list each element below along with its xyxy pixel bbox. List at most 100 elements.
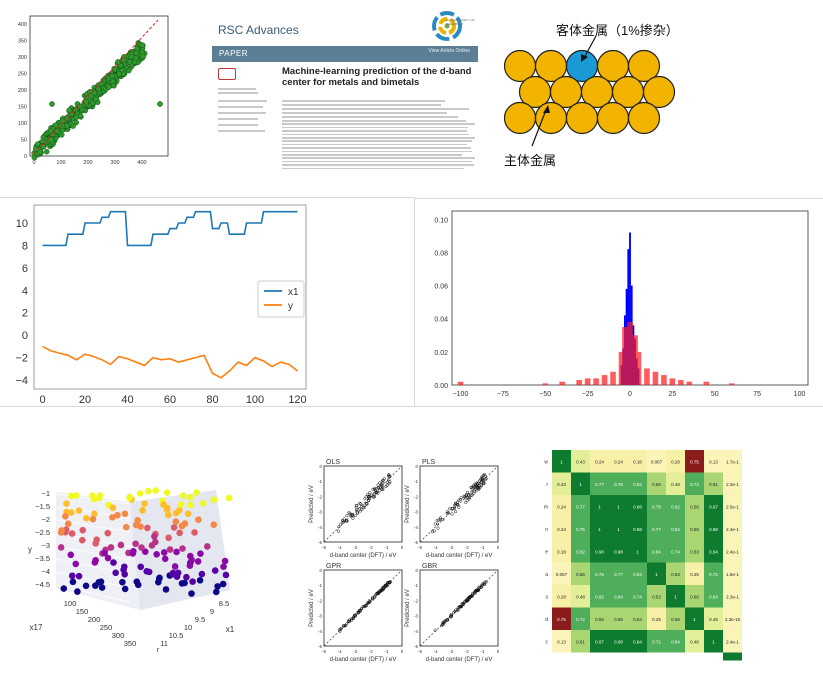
- scatter3d-point: [163, 489, 171, 496]
- heatmap-cell: [704, 450, 723, 473]
- heatmap-value: 0.25: [652, 617, 661, 622]
- hist-bar: [629, 232, 631, 385]
- scatter3d-point: [62, 512, 69, 520]
- y-tick-label: −2: [15, 353, 28, 365]
- scatter3d-point: [186, 562, 194, 569]
- host-arrowhead: [543, 105, 550, 113]
- correlation-heatmap: w 1 0.43 0.24 0.24 0.18 0.067 0.28 0.75 0.13 1.7e-…: [544, 450, 742, 661]
- scatter3d-point: [189, 578, 196, 585]
- heatmap-value: 1: [560, 459, 563, 464]
- hist-bar: [728, 383, 735, 385]
- scatter3d-point: [120, 566, 127, 574]
- heatmap-value: 0.72: [576, 617, 585, 622]
- heatmap-value: 0.75: [690, 459, 699, 464]
- heatmap-value: 0.82: [595, 594, 604, 599]
- hist-bar: [618, 351, 625, 385]
- heatmap-value: 1: [579, 482, 582, 487]
- heatmap-cell: [590, 607, 609, 630]
- view-online-link[interactable]: View Article Online: [428, 48, 470, 54]
- heatmap-value: 2.4e-1: [726, 639, 739, 644]
- scatter-point: [157, 101, 163, 107]
- heatmap-cell: [590, 630, 609, 653]
- y-tick-label: −2: [41, 515, 50, 524]
- heatmap-value: 0.067: [651, 459, 663, 464]
- heatmap-cell: [704, 472, 723, 495]
- row-label: s: [546, 594, 549, 600]
- divider: [414, 198, 415, 406]
- scatter-point: [121, 57, 127, 64]
- heatmap-cell: [590, 472, 609, 495]
- scatter3d-point: [187, 494, 194, 501]
- scatter3d-point: [79, 526, 87, 534]
- scatter3d-point: [151, 533, 158, 540]
- text-line: [218, 100, 268, 102]
- heatmap-cell: [628, 630, 647, 653]
- heatmap-cell: [552, 630, 571, 653]
- text-line: [282, 133, 469, 136]
- x-tick-label: 100: [794, 391, 806, 398]
- heatmap-value: 1: [636, 549, 639, 554]
- heatmap-value: 0.82: [576, 549, 585, 554]
- parity-point: [445, 618, 449, 622]
- y-tick-label: −4: [41, 567, 50, 576]
- parity-point: [469, 493, 473, 497]
- scatter3d-point: [109, 504, 117, 512]
- host-atom: [503, 101, 537, 135]
- x1-tick-label: 11: [160, 639, 168, 648]
- scatter3d-point: [187, 501, 194, 509]
- heatmap-value: 0.61: [576, 639, 585, 644]
- x1-tick-label: 10: [184, 623, 192, 632]
- y-tick-label: 300: [18, 55, 27, 61]
- parity-point: [385, 483, 389, 487]
- parity-point: [467, 497, 471, 501]
- scatter-points: [31, 40, 163, 161]
- heatmap-cell: [666, 495, 685, 518]
- heatmap-value: 0.25: [690, 572, 699, 577]
- hist-bar: [669, 378, 676, 385]
- heatmap-value: 0.78: [595, 572, 604, 577]
- scatter3d-point: [164, 511, 172, 519]
- series-line-x1: [42, 210, 298, 247]
- heatmap-cell: [571, 585, 590, 608]
- heatmap-value: 0.75: [576, 527, 585, 532]
- heatmap-cell: [723, 450, 742, 473]
- subplot-title: PLS: [422, 459, 436, 466]
- heatmap-cell: [647, 517, 666, 540]
- y-tick-label: -5: [414, 540, 418, 545]
- text-line: [282, 140, 473, 142]
- parity-point: [374, 491, 378, 495]
- y-tick-label: -3: [318, 614, 322, 619]
- scatter3d-point: [67, 551, 75, 559]
- scatter3d-point: [63, 500, 70, 507]
- heatmap-cell: [571, 540, 590, 563]
- parity-point: [347, 511, 351, 515]
- heatmap-value: 0.74: [633, 594, 642, 599]
- text-line: [218, 88, 257, 90]
- scatter3d-point: [195, 516, 202, 524]
- heatmap-value: 0.66: [671, 617, 680, 622]
- y-tick-label: 0: [319, 568, 322, 573]
- hist-bar: [542, 383, 549, 385]
- y-tick-label: −2.5: [35, 528, 50, 537]
- scatter3d-point: [178, 522, 186, 530]
- parity-point: [450, 512, 454, 516]
- y-tick-label: 250: [18, 72, 27, 78]
- row-label: d: [545, 617, 548, 623]
- text-line: [282, 123, 476, 125]
- scatter3d-point: [122, 523, 130, 531]
- scatter3d-point: [138, 544, 145, 551]
- heatmap-value: 1.7e-1: [726, 459, 739, 464]
- heatmap-cell: [590, 495, 609, 518]
- scatter3d-point: [194, 558, 202, 565]
- scatter3d-point: [104, 554, 112, 562]
- scatter-point: [66, 107, 73, 114]
- parity-point: [459, 604, 463, 608]
- heatmap-value: 0.82: [633, 482, 642, 487]
- heatmap-cell: [666, 517, 685, 540]
- scatter-point: [133, 55, 139, 61]
- paper-title: Machine-learning prediction of the d-ban…: [282, 66, 472, 88]
- x1-tick-label: 9.5: [195, 615, 205, 624]
- heatmap-value: 0.18: [633, 459, 642, 464]
- text-line: [218, 112, 267, 114]
- heatmap-value: 0.66: [690, 594, 699, 599]
